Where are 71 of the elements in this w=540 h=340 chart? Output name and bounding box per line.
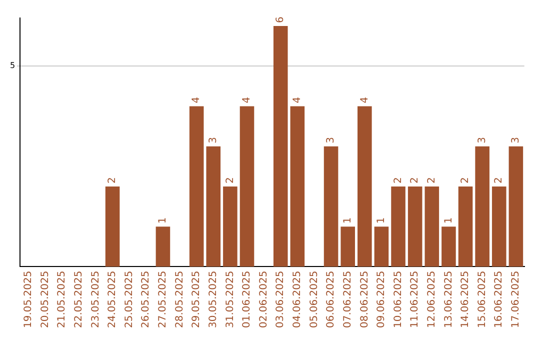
bar	[374, 226, 389, 267]
data-label: 3	[510, 137, 522, 144]
data-label: 1	[158, 217, 169, 224]
x-tick-label: 30.05.2025	[208, 270, 219, 328]
x-tick-label: 23.05.2025	[90, 270, 102, 328]
x-tick-label: 14.06.2025	[460, 270, 472, 328]
x-tick-label: 06.06.2025	[326, 270, 337, 328]
data-label: 6	[275, 16, 286, 24]
x-tick-label: 22.05.2025	[74, 270, 85, 328]
bar	[358, 106, 372, 267]
bar	[290, 106, 305, 267]
y-tick-label: 5	[10, 61, 16, 70]
x-tick-label: 09.06.2025	[376, 270, 388, 328]
x-tick-label: 04.06.2025	[292, 270, 304, 328]
x-tick-label: 13.06.2025	[443, 270, 454, 328]
data-label: 2	[392, 177, 404, 184]
data-label: 4	[191, 96, 202, 104]
data-label: 2	[410, 177, 421, 184]
data-label: 2	[460, 177, 472, 184]
bar	[273, 26, 288, 267]
x-tick-label: 31.05.2025	[224, 270, 236, 328]
bar	[189, 106, 204, 267]
data-label: 2	[426, 177, 438, 184]
bar	[475, 146, 490, 267]
x-tick-label: 03.06.2025	[275, 270, 286, 328]
bar	[206, 146, 221, 267]
bar	[340, 226, 355, 267]
x-tick-label: 27.05.2025	[158, 270, 169, 328]
bar	[408, 186, 422, 267]
data-label: 4	[359, 96, 370, 104]
x-tick-label: 20.05.2025	[40, 270, 51, 328]
x-tick-label: 02.06.2025	[258, 270, 270, 328]
data-label: 1	[376, 217, 388, 224]
bar	[492, 186, 506, 267]
data-label: 3	[476, 137, 488, 144]
x-tick-label: 21.05.2025	[56, 270, 68, 328]
x-tick-label: 05.06.2025	[308, 270, 320, 328]
data-label: 3	[208, 137, 219, 144]
bar	[105, 186, 120, 267]
x-tick-label: 07.06.2025	[342, 270, 354, 328]
x-tick-label: 28.05.2025	[174, 270, 186, 328]
x-tick-label: 15.06.2025	[476, 270, 488, 328]
x-tick-label: 01.06.2025	[242, 270, 253, 328]
bar	[391, 186, 406, 267]
x-tick-label: 29.05.2025	[191, 270, 202, 328]
x-tick-label: 25.05.2025	[124, 270, 135, 328]
data-label: 2	[494, 177, 505, 184]
bar	[458, 186, 473, 267]
bar	[324, 146, 338, 267]
bar	[156, 226, 170, 267]
bar	[442, 226, 456, 267]
x-tick-label: 26.05.2025	[140, 270, 152, 328]
x-tick-label: 19.05.2025	[23, 270, 34, 328]
x-tick-label: 11.06.2025	[410, 270, 421, 328]
x-tick-label: 24.05.2025	[107, 270, 118, 328]
data-label: 4	[292, 96, 304, 104]
bar	[223, 186, 238, 267]
bar	[508, 146, 524, 267]
bar	[424, 186, 440, 267]
x-tick-label: 08.06.2025	[359, 270, 370, 328]
x-tick-label: 16.06.2025	[494, 270, 505, 328]
data-label: 4	[242, 96, 253, 104]
x-tick-label: 17.06.2025	[510, 270, 522, 328]
x-tick-label: 12.06.2025	[426, 270, 438, 328]
data-label: 2	[224, 177, 236, 184]
x-tick-label: 10.06.2025	[392, 270, 404, 328]
data-label: 3	[326, 137, 337, 144]
data-label: 1	[443, 217, 454, 224]
bar	[240, 106, 254, 267]
data-label: 2	[107, 177, 118, 184]
data-label: 1	[342, 217, 354, 224]
